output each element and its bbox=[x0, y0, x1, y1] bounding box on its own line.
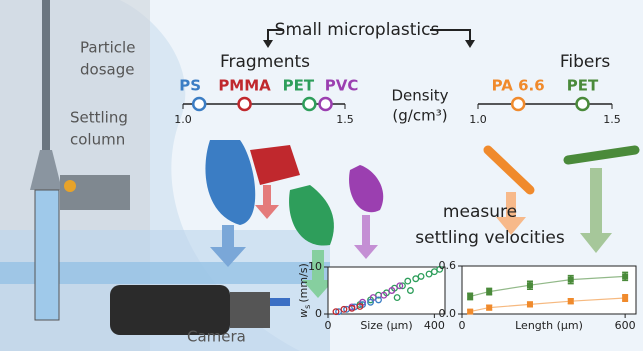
tick-label: 1.5 bbox=[603, 113, 621, 126]
tick-label: 1.0 bbox=[469, 113, 487, 126]
label: measure bbox=[443, 202, 517, 222]
x-tick-label: 0 bbox=[459, 319, 466, 332]
label: dosage bbox=[80, 61, 134, 79]
density-marker bbox=[239, 98, 251, 110]
polymer-name: PVC bbox=[325, 77, 359, 95]
heading: Small microplastics bbox=[275, 20, 440, 40]
x-tick-label: 0 bbox=[325, 319, 332, 332]
density-marker bbox=[320, 98, 332, 110]
point bbox=[486, 289, 492, 295]
y-tick-label: 0 bbox=[315, 307, 322, 320]
density-marker bbox=[512, 98, 524, 110]
point bbox=[568, 277, 574, 283]
subscript: s bbox=[303, 305, 312, 309]
label: (g/cm³) bbox=[392, 107, 447, 125]
x-axis-label: Length (µm) bbox=[515, 319, 583, 332]
camera-back bbox=[230, 292, 270, 328]
label: Settling bbox=[70, 109, 128, 127]
density-marker bbox=[577, 98, 589, 110]
label: Particle bbox=[80, 39, 135, 57]
y-tick-label: 0.0 bbox=[439, 307, 457, 320]
y-tick-label: 0.6 bbox=[439, 259, 457, 272]
tick-label: 1.5 bbox=[336, 113, 354, 126]
x-tick-label: 600 bbox=[615, 319, 636, 332]
symbol: w bbox=[297, 309, 310, 318]
x-tick-label: 400 bbox=[424, 319, 445, 332]
label: Density bbox=[391, 87, 448, 105]
point bbox=[568, 298, 574, 304]
label: settling velocities bbox=[415, 228, 565, 248]
y-axis-label: ws (mm/s) bbox=[297, 263, 312, 318]
polymer-name: PET bbox=[567, 77, 599, 95]
point bbox=[527, 301, 533, 307]
point bbox=[622, 273, 628, 279]
point bbox=[467, 293, 473, 299]
column bbox=[35, 190, 59, 320]
cable bbox=[270, 298, 290, 306]
point bbox=[622, 295, 628, 301]
polymer-name: PA 6.6 bbox=[492, 77, 545, 95]
heading: Fragments bbox=[220, 52, 310, 72]
point bbox=[467, 309, 473, 315]
point bbox=[527, 282, 533, 288]
tick-label: 1.0 bbox=[174, 113, 192, 126]
label: Camera bbox=[187, 328, 246, 346]
valve-knob bbox=[64, 180, 76, 192]
tube bbox=[42, 0, 50, 150]
polymer-name: PET bbox=[283, 77, 315, 95]
graphical-abstract: Particle dosage Settling column Camera S… bbox=[0, 0, 643, 351]
heading: Fibers bbox=[560, 52, 611, 72]
density-marker bbox=[303, 98, 315, 110]
polymer-name: PS bbox=[179, 77, 201, 95]
label: column bbox=[70, 131, 125, 149]
point bbox=[486, 305, 492, 311]
unit: (mm/s) bbox=[297, 263, 310, 302]
density-marker bbox=[193, 98, 205, 110]
polymer-name: PMMA bbox=[218, 77, 271, 95]
y-tick-label: 10 bbox=[308, 260, 322, 273]
x-axis-label: Size (µm) bbox=[360, 319, 412, 332]
